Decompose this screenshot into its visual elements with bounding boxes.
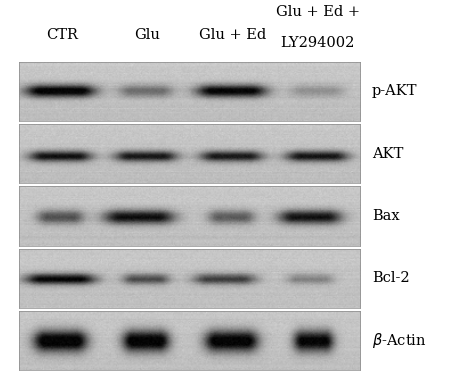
- Text: Bcl-2: Bcl-2: [372, 271, 410, 285]
- Text: $\beta$-Actin: $\beta$-Actin: [372, 331, 427, 350]
- Text: p-AKT: p-AKT: [372, 84, 418, 98]
- Text: AKT: AKT: [372, 147, 403, 161]
- Text: CTR: CTR: [46, 28, 78, 42]
- Text: LY294002: LY294002: [281, 36, 355, 50]
- Text: Glu: Glu: [134, 28, 160, 42]
- Text: Glu + Ed: Glu + Ed: [199, 28, 266, 42]
- Text: Bax: Bax: [372, 209, 400, 223]
- Text: Glu + Ed +: Glu + Ed +: [275, 5, 360, 19]
